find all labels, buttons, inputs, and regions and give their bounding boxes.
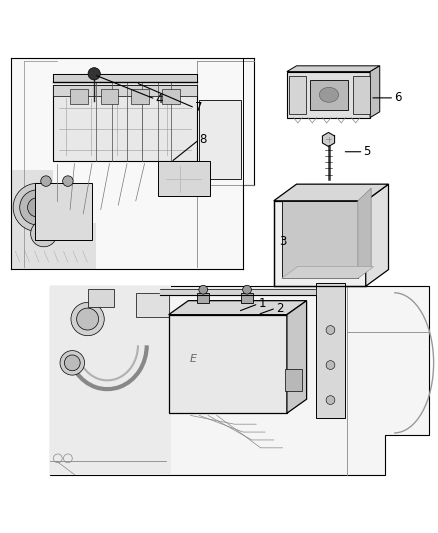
Text: 5: 5 (364, 146, 371, 158)
Circle shape (199, 285, 208, 294)
Circle shape (63, 176, 73, 187)
Text: 8: 8 (199, 133, 207, 146)
Polygon shape (50, 286, 171, 474)
Bar (287, 71, 370, 118)
Text: 2: 2 (276, 302, 283, 314)
Bar (199, 100, 241, 179)
Ellipse shape (319, 87, 339, 102)
Bar (136, 293, 169, 317)
Bar (101, 89, 118, 104)
Polygon shape (11, 59, 254, 269)
Bar (53, 85, 197, 161)
Bar (35, 183, 92, 240)
Bar (53, 85, 197, 96)
Bar (169, 314, 287, 413)
Polygon shape (370, 66, 380, 118)
Bar (316, 283, 345, 418)
Text: 3: 3 (279, 235, 287, 248)
Polygon shape (11, 170, 96, 269)
Circle shape (88, 68, 100, 80)
Bar (289, 76, 306, 114)
Bar (197, 293, 209, 303)
Bar (241, 293, 253, 303)
Circle shape (326, 361, 335, 369)
Circle shape (41, 176, 51, 187)
Polygon shape (53, 74, 197, 82)
Bar (158, 161, 210, 197)
Circle shape (28, 198, 47, 217)
Circle shape (326, 326, 335, 334)
Polygon shape (366, 184, 389, 286)
Polygon shape (287, 301, 307, 413)
Circle shape (60, 351, 85, 375)
Circle shape (20, 190, 55, 225)
Bar (353, 76, 370, 114)
Circle shape (64, 355, 80, 371)
Circle shape (326, 395, 335, 405)
Bar (285, 369, 302, 391)
Bar (282, 201, 358, 278)
Polygon shape (160, 289, 315, 295)
Bar (131, 89, 149, 104)
Bar (162, 89, 180, 104)
Bar (70, 89, 88, 104)
Polygon shape (169, 301, 307, 314)
Text: 1: 1 (258, 297, 266, 310)
Polygon shape (274, 184, 389, 201)
Bar (88, 289, 114, 307)
Circle shape (31, 221, 57, 247)
Polygon shape (282, 266, 374, 278)
Bar (310, 80, 348, 110)
Text: 6: 6 (394, 91, 402, 104)
Text: 7: 7 (195, 101, 202, 115)
Circle shape (77, 308, 99, 330)
Polygon shape (287, 66, 380, 71)
Polygon shape (358, 188, 371, 278)
Bar (274, 201, 366, 286)
Circle shape (243, 285, 251, 294)
Circle shape (13, 183, 61, 231)
Polygon shape (322, 133, 335, 147)
Polygon shape (50, 286, 429, 474)
Circle shape (71, 302, 104, 336)
Text: E: E (189, 354, 196, 364)
Text: 4: 4 (155, 93, 163, 106)
